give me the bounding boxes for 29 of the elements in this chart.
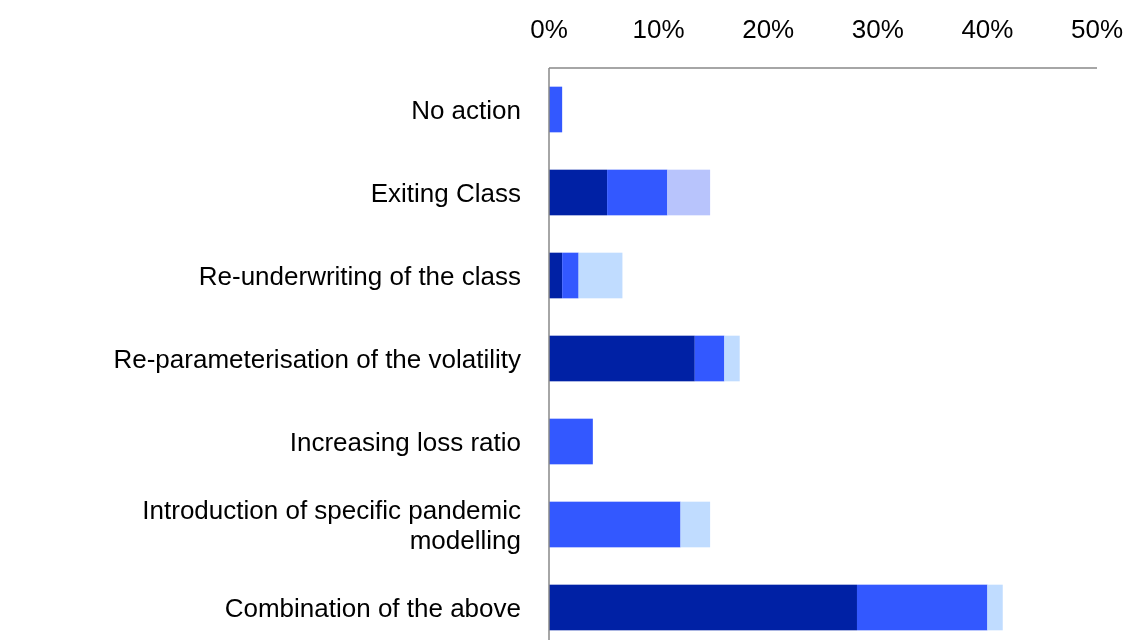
- y-tick-label: Introduction of specific pandemic modelling: [142, 494, 521, 555]
- x-tick-label: 10%: [632, 14, 685, 44]
- bar: [680, 501, 711, 548]
- x-tick-label: 50%: [1070, 14, 1124, 44]
- bar: [667, 169, 711, 216]
- bar: [549, 418, 593, 465]
- x-tick-label: 0%: [530, 14, 568, 44]
- y-tick-label: Re-parameterisation of the volatility: [113, 343, 521, 374]
- bar: [987, 584, 1003, 631]
- y-tick-label: Combination of the above: [224, 592, 521, 623]
- bar: [724, 335, 740, 382]
- x-tick-label: 20%: [742, 14, 795, 44]
- bar: [549, 86, 563, 133]
- bar: [607, 169, 668, 216]
- x-tick-label: 40%: [961, 14, 1014, 44]
- bar: [549, 335, 695, 382]
- y-tick-label: Increasing loss ratio: [289, 426, 521, 457]
- bar: [549, 169, 608, 216]
- x-tick-label: 30%: [851, 14, 904, 44]
- bar: [549, 252, 563, 299]
- y-tick-label: Re-underwriting of the class: [198, 260, 521, 291]
- bar: [562, 252, 579, 299]
- bar: [856, 584, 988, 631]
- bar: [549, 584, 857, 631]
- y-tick-label: No action: [411, 94, 521, 125]
- y-tick-label: Exiting Class: [370, 177, 521, 208]
- bar: [578, 252, 623, 299]
- bar: [549, 501, 681, 548]
- bar: [694, 335, 725, 382]
